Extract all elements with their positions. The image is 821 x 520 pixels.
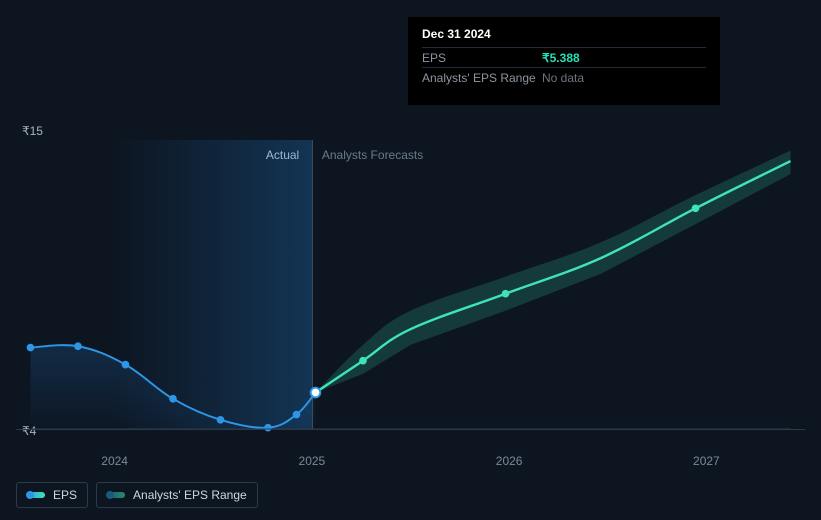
legend-swatch-icon <box>27 492 45 498</box>
x-axis-tick-label: 2026 <box>496 454 523 468</box>
tooltip-label: EPS <box>422 51 542 65</box>
legend-label: Analysts' EPS Range <box>133 488 247 502</box>
tooltip-label: Analysts' EPS Range <box>422 71 542 85</box>
tooltip-date: Dec 31 2024 <box>422 27 706 47</box>
x-axis-tick-label: 2027 <box>693 454 720 468</box>
chart-legend: EPS Analysts' EPS Range <box>16 482 258 508</box>
plot-area[interactable] <box>16 140 805 430</box>
legend-swatch-icon <box>107 492 125 498</box>
legend-item-range[interactable]: Analysts' EPS Range <box>96 482 258 508</box>
eps-chart[interactable]: ₹15 ₹4 Actual Analysts Forecasts 2024 20… <box>16 130 805 440</box>
tooltip-row: EPS ₹5.388 <box>422 47 706 67</box>
x-axis-tick-label: 2024 <box>101 454 128 468</box>
legend-item-eps[interactable]: EPS <box>16 482 88 508</box>
chart-tooltip: Dec 31 2024 EPS ₹5.388 Analysts' EPS Ran… <box>408 17 720 105</box>
plot-svg <box>16 140 805 429</box>
tooltip-row: Analysts' EPS Range No data <box>422 67 706 87</box>
legend-label: EPS <box>53 488 77 502</box>
x-axis-tick-label: 2025 <box>299 454 326 468</box>
tooltip-value: ₹5.388 <box>542 51 580 65</box>
y-axis-tick-label: ₹15 <box>22 124 43 138</box>
tooltip-value: No data <box>542 71 584 85</box>
